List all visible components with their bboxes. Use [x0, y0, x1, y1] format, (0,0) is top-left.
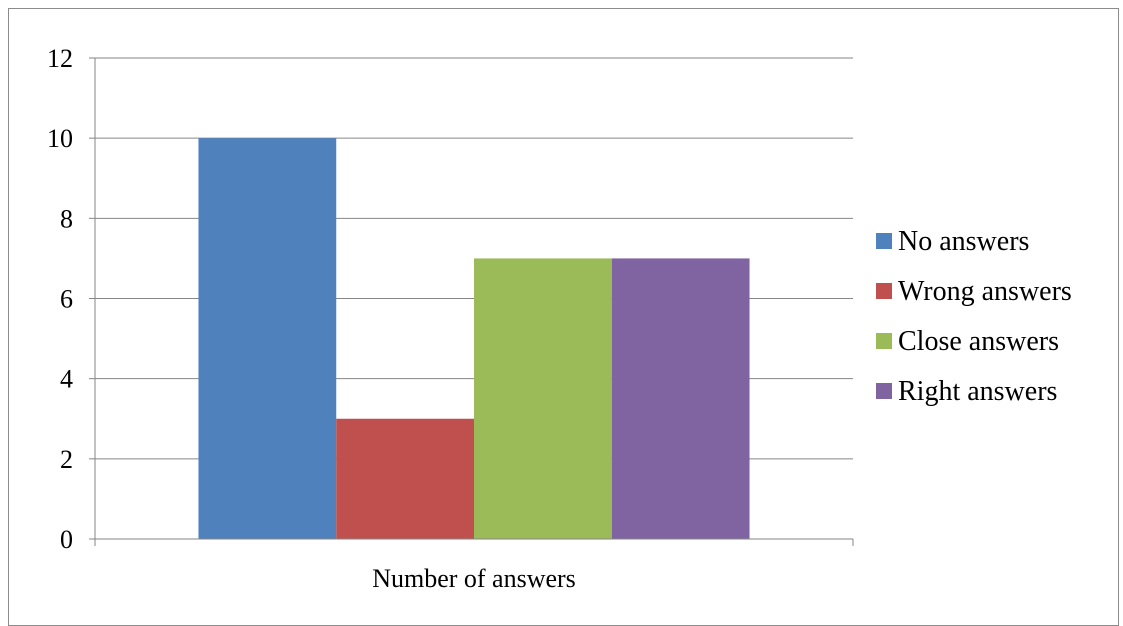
- x-tick-labels: Number of answers: [372, 564, 576, 593]
- y-tick-label: 0: [60, 525, 73, 554]
- legend-swatch: [876, 333, 892, 349]
- bars: [198, 138, 750, 539]
- legend-swatch: [876, 233, 892, 249]
- y-tick-label: 8: [60, 204, 73, 233]
- legend-label: Close answers: [898, 326, 1059, 357]
- legend-swatch: [876, 283, 892, 299]
- axes: [94, 58, 854, 546]
- legend-label: Right answers: [898, 376, 1057, 407]
- y-tick-labels: 0 2 4 6 8 10 12: [47, 44, 73, 554]
- y-tick-label: 6: [60, 285, 73, 314]
- y-tick-label: 2: [60, 445, 73, 474]
- legend-swatch: [876, 383, 892, 399]
- y-tick-label: 12: [47, 44, 73, 73]
- legend-label: Wrong answers: [898, 276, 1072, 307]
- y-tick-label: 4: [60, 365, 73, 394]
- legend-label: No answers: [898, 226, 1029, 257]
- x-category-label: Number of answers: [372, 564, 576, 593]
- bar-close-answers: [474, 258, 612, 539]
- bar-wrong-answers: [336, 418, 474, 539]
- bar-no-answers: [198, 138, 337, 539]
- legend: No answers Wrong answers Close answers Righ…: [876, 226, 1072, 407]
- bar-right-answers: [611, 258, 750, 539]
- y-tick-label: 10: [47, 124, 73, 153]
